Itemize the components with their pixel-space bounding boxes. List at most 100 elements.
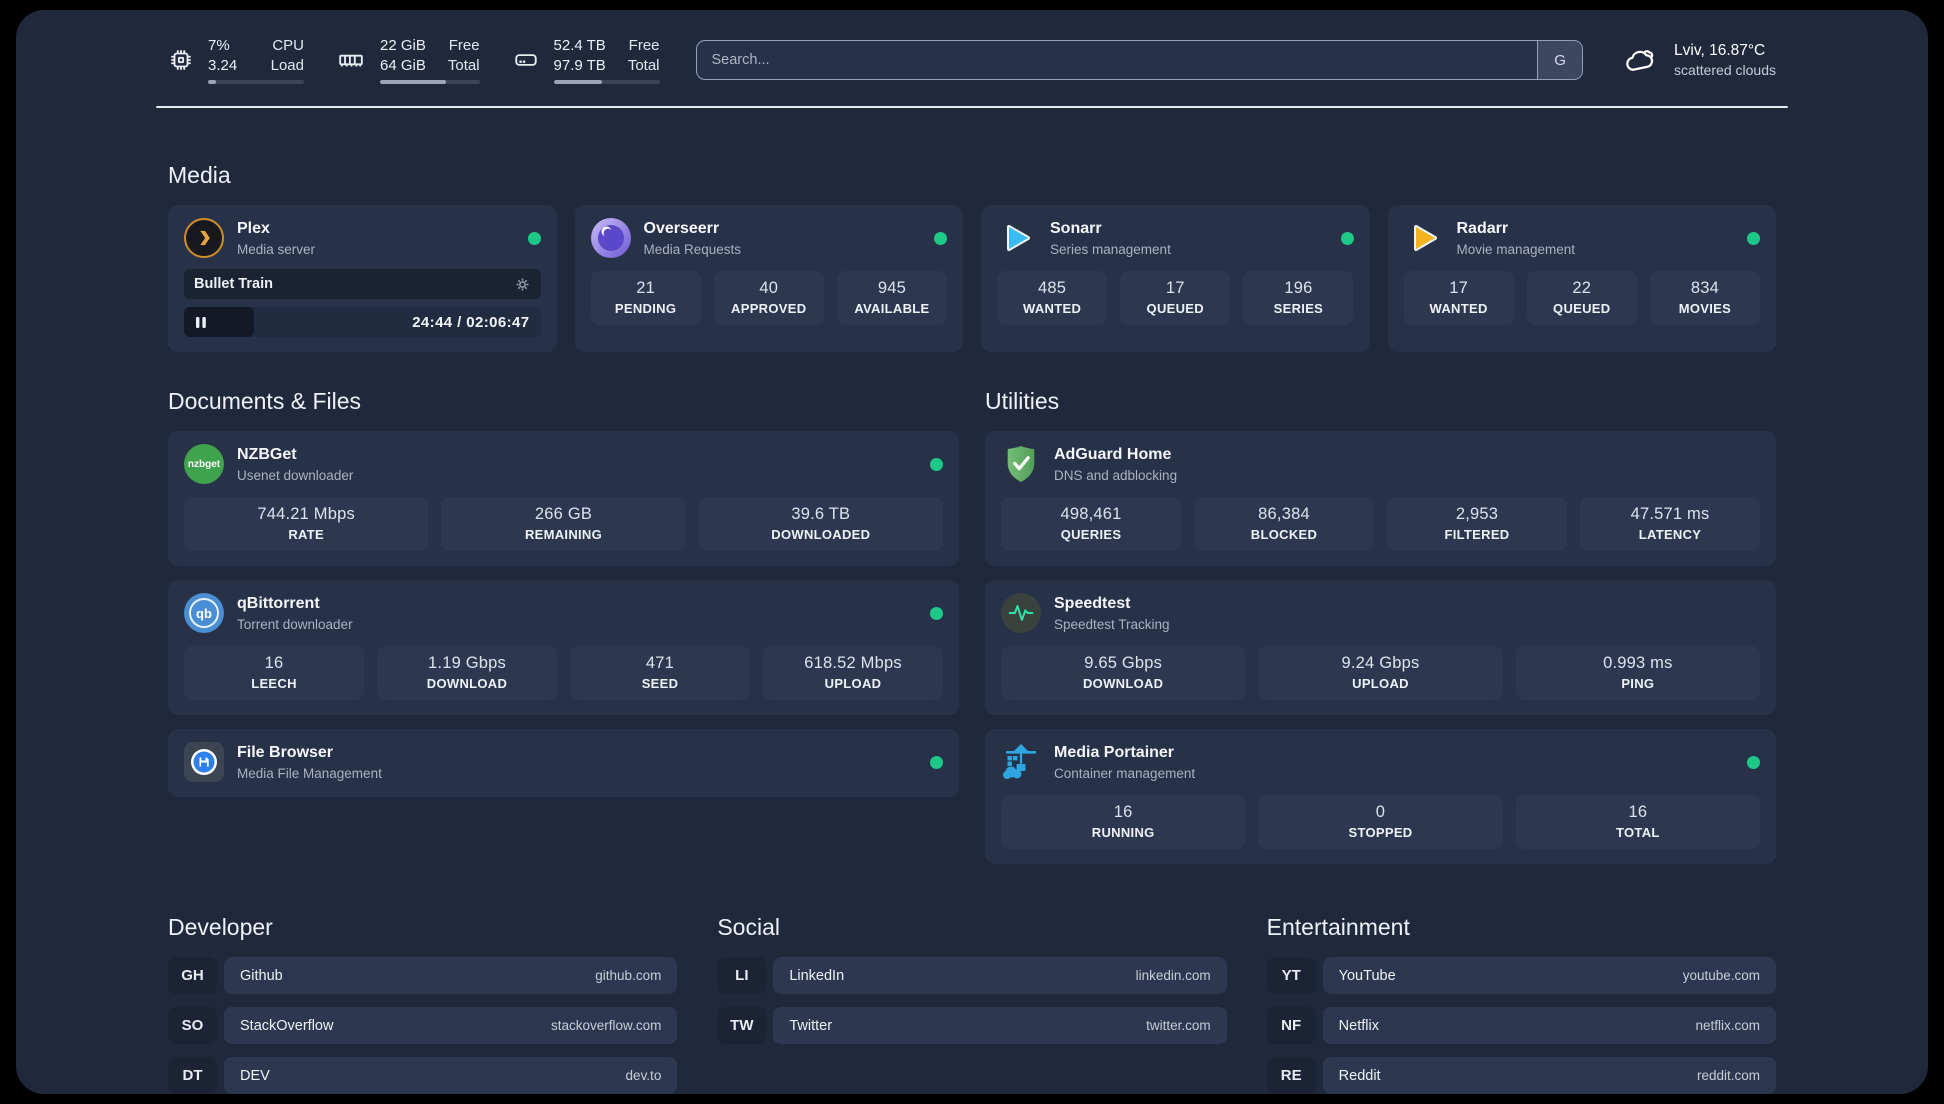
app-card-radarr[interactable]: Radarr Movie management 17 WANTED 22 QUE… bbox=[1387, 205, 1776, 352]
adguard-icon bbox=[1001, 444, 1041, 484]
bookmark-netflix[interactable]: NF Netflix netflix.com bbox=[1266, 1007, 1776, 1044]
stat-tile: 485 WANTED bbox=[997, 271, 1108, 325]
disk-total-label: Total bbox=[627, 56, 660, 74]
bookmark-name: StackOverflow bbox=[240, 1017, 334, 1034]
bookmark-twitter[interactable]: TW Twitter twitter.com bbox=[717, 1007, 1227, 1044]
bookmark-name: LinkedIn bbox=[789, 967, 845, 984]
stat-tile: 266 GB REMAINING bbox=[441, 497, 686, 551]
stat-tile: 17 WANTED bbox=[1403, 271, 1514, 325]
app-card-filebrowser[interactable]: File Browser Media File Management bbox=[168, 729, 959, 797]
top-bar: 7% CPU 3.24 Load bbox=[168, 10, 1776, 106]
github-icon: GH bbox=[168, 957, 217, 994]
bookmark-url: youtube.com bbox=[1682, 968, 1760, 983]
disk-total: 97.9 TB bbox=[553, 56, 606, 74]
memory-stat: 22 GiB Free 64 GiB Total bbox=[336, 36, 480, 85]
gear-icon[interactable] bbox=[514, 276, 531, 293]
bookmark-youtube[interactable]: YT YouTube youtube.com bbox=[1266, 957, 1776, 994]
memory-free-label: Free bbox=[448, 36, 480, 54]
playback-progress-bar[interactable]: 24:44 / 02:06:47 bbox=[184, 307, 541, 337]
status-dot bbox=[934, 231, 947, 245]
stat-tile: 945 AVAILABLE bbox=[836, 271, 947, 325]
bookmark-name: Github bbox=[240, 967, 283, 984]
bookmark-reddit[interactable]: RE Reddit reddit.com bbox=[1266, 1057, 1776, 1094]
plex-icon bbox=[184, 218, 224, 258]
stat-tile: 1.19 Gbps DOWNLOAD bbox=[377, 646, 557, 700]
status-dot bbox=[930, 755, 943, 769]
memory-total-label: Total bbox=[447, 56, 480, 74]
bookmark-name: Netflix bbox=[1338, 1017, 1379, 1034]
app-card-plex[interactable]: Plex Media server Bullet Train bbox=[168, 205, 557, 352]
bookmark-github[interactable]: GH Github github.com bbox=[168, 957, 678, 994]
bookmark-linkedin[interactable]: LI LinkedIn linkedin.com bbox=[717, 957, 1227, 994]
filebrowser-icon bbox=[184, 742, 224, 782]
bookmark-url: stackoverflow.com bbox=[551, 1018, 662, 1033]
app-name: Speedtest bbox=[1054, 595, 1131, 613]
section-title-media: Media bbox=[168, 162, 231, 188]
speedtest-icon bbox=[1001, 593, 1041, 633]
bookmark-stackoverflow[interactable]: SO StackOverflow stackoverflow.com bbox=[168, 1007, 678, 1044]
linkedin-icon: LI bbox=[717, 957, 767, 994]
app-card-portainer[interactable]: Media Portainer Container management 16 … bbox=[985, 729, 1776, 864]
disk-stat: 52.4 TB Free 97.9 TB Total bbox=[512, 36, 660, 85]
dev-icon: DT bbox=[168, 1057, 217, 1094]
cpu-load-label: Load bbox=[270, 56, 304, 74]
playback-time: 24:44 / 02:06:47 bbox=[412, 313, 530, 331]
bookmark-dev[interactable]: DT DEV dev.to bbox=[168, 1057, 678, 1094]
bookmark-name: YouTube bbox=[1338, 967, 1396, 984]
disk-free: 52.4 TB bbox=[553, 36, 606, 54]
section-developer: Developer GH Github github.com SO StackO… bbox=[168, 914, 678, 1094]
app-description: Media server bbox=[237, 241, 316, 257]
app-name: Media Portainer bbox=[1054, 744, 1175, 762]
section-entertainment: Entertainment YT YouTube youtube.com NF … bbox=[1266, 914, 1776, 1094]
search-input[interactable] bbox=[696, 41, 1538, 79]
status-dot bbox=[930, 606, 943, 620]
search-engine-button[interactable]: G bbox=[1537, 41, 1583, 79]
app-name: NZBGet bbox=[237, 446, 297, 464]
app-card-speedtest[interactable]: Speedtest Speedtest Tracking 9.65 Gbps D… bbox=[985, 580, 1776, 715]
memory-total: 64 GiB bbox=[380, 56, 426, 74]
app-card-nzbget[interactable]: nzbget NZBGet Usenet downloader 744.21 M… bbox=[168, 431, 959, 566]
twitter-icon: TW bbox=[717, 1007, 767, 1044]
memory-free: 22 GiB bbox=[380, 36, 426, 54]
stat-tile: 16 LEECH bbox=[184, 646, 364, 700]
app-card-qbittorrent[interactable]: qb qBittorrent Torrent downloader bbox=[168, 580, 959, 715]
memory-progress-bar bbox=[380, 80, 480, 85]
section-media: Media Plex Media server bbox=[168, 162, 1776, 352]
section-social: Social LI LinkedIn linkedin.com TW Twitt… bbox=[717, 914, 1227, 1094]
status-dot bbox=[930, 457, 943, 471]
now-playing-title-row: Bullet Train bbox=[184, 269, 541, 299]
section-title-social: Social bbox=[717, 914, 780, 940]
bookmark-name: Twitter bbox=[789, 1017, 833, 1034]
bookmark-name: Reddit bbox=[1338, 1067, 1381, 1084]
app-name: File Browser bbox=[237, 744, 334, 762]
app-description: Series management bbox=[1050, 241, 1171, 257]
qbittorrent-icon: qb bbox=[184, 593, 224, 633]
app-card-overseerr[interactable]: Overseerr Media Requests 21 PENDING 40 A… bbox=[574, 205, 963, 352]
app-card-adguard[interactable]: AdGuard Home DNS and adblocking 498,461 … bbox=[985, 431, 1776, 566]
dashboard-page: 7% CPU 3.24 Load bbox=[16, 10, 1928, 1094]
hard-drive-icon bbox=[512, 47, 540, 73]
bookmark-url: twitter.com bbox=[1146, 1018, 1211, 1033]
pause-icon[interactable] bbox=[195, 316, 207, 329]
status-dot bbox=[1340, 231, 1354, 245]
section-title-developer: Developer bbox=[168, 914, 273, 940]
app-card-sonarr[interactable]: Sonarr Series management 485 WANTED 17 Q… bbox=[981, 205, 1370, 352]
overseerr-icon bbox=[590, 218, 631, 258]
portainer-icon bbox=[1001, 742, 1041, 782]
stat-tile: 0.993 ms PING bbox=[1515, 646, 1760, 700]
stat-tile: 0 STOPPED bbox=[1258, 795, 1503, 849]
stat-tile: 22 QUEUED bbox=[1526, 271, 1637, 325]
search-bar: G bbox=[695, 40, 1584, 80]
section-documents: Documents & Files nzbget NZBGet Usenet d… bbox=[168, 388, 959, 864]
status-dot bbox=[527, 231, 541, 245]
stat-tile: 744.21 Mbps RATE bbox=[184, 497, 429, 551]
cpu-load: 3.24 bbox=[208, 56, 238, 74]
now-playing-title: Bullet Train bbox=[194, 276, 273, 292]
cpu-progress-bar bbox=[208, 80, 304, 85]
stat-tile: 2,953 FILTERED bbox=[1387, 497, 1567, 551]
weather-location-temp: Lviv, 16.87°C bbox=[1674, 42, 1766, 59]
app-name: Radarr bbox=[1456, 220, 1509, 238]
stat-tile: 40 APPROVED bbox=[713, 271, 824, 325]
status-dot bbox=[1747, 755, 1760, 769]
cpu-label: CPU bbox=[272, 36, 304, 54]
